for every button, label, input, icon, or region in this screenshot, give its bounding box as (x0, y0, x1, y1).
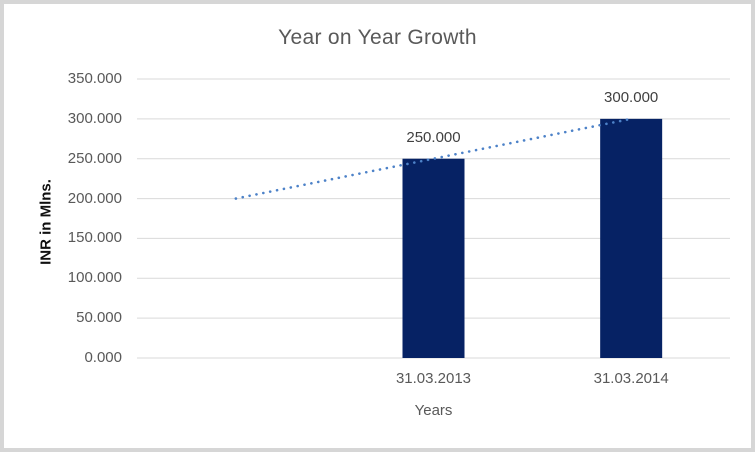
y-tick-label: 150.000 (67, 229, 122, 247)
x-category-label: 31.03.2014 (593, 370, 669, 387)
bar-data-label: 300.000 (604, 88, 659, 106)
y-tick-label: 0.000 (84, 349, 122, 366)
y-tick-label: 300.000 (67, 109, 122, 127)
y-tick-label: 250.000 (67, 149, 122, 167)
y-tick-label: 50.000 (76, 309, 122, 327)
y-tick-label: 100.000 (67, 269, 122, 287)
bar-31.03.2013[interactable] (402, 158, 465, 358)
x-axis-title: Years (414, 402, 453, 419)
y-tick-label: 350.000 (67, 70, 122, 87)
bar-31.03.2014[interactable] (600, 118, 663, 358)
trendline[interactable] (234, 117, 633, 200)
y-tick-label: 200.000 (67, 189, 122, 207)
x-category-label: 31.03.2013 (395, 370, 472, 387)
chart-title: Year on Year Growth (278, 26, 477, 49)
bar-data-label: 250.000 (406, 128, 461, 146)
